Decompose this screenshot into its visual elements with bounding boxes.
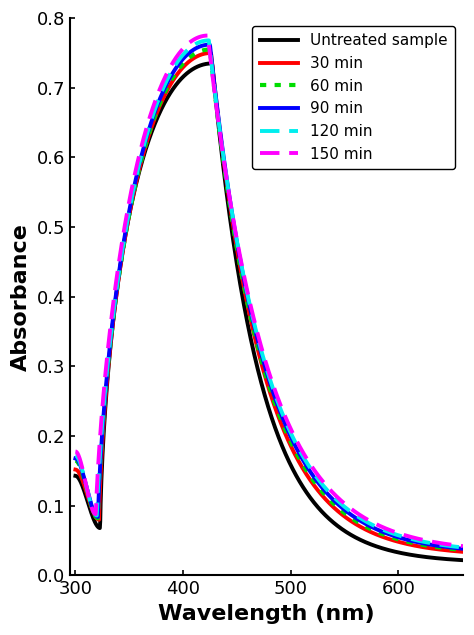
Untreated sample [375, 543, 381, 551]
30 min [460, 548, 466, 556]
Line: 120 min: 120 min [75, 41, 463, 547]
Untreated sample [339, 525, 345, 533]
60 min [112, 301, 118, 309]
60 min [382, 531, 388, 539]
30 min [208, 49, 214, 57]
90 min [112, 298, 118, 305]
120 min [460, 544, 466, 551]
Untreated sample [229, 232, 235, 239]
120 min [339, 501, 345, 509]
30 min [112, 302, 118, 310]
30 min [382, 534, 388, 542]
90 min [382, 529, 388, 537]
90 min [460, 545, 466, 552]
Line: 30 min: 30 min [75, 53, 463, 552]
Untreated sample [112, 302, 118, 310]
150 min [375, 521, 381, 529]
Legend: Untreated sample, 30 min, 60 min, 90 min, 120 min, 150 min: Untreated sample, 30 min, 60 min, 90 min… [252, 26, 455, 169]
90 min [339, 504, 345, 511]
X-axis label: Wavelength (nm): Wavelength (nm) [158, 604, 375, 624]
Untreated sample [382, 545, 388, 553]
120 min [73, 452, 78, 460]
Line: Untreated sample: Untreated sample [75, 64, 463, 560]
150 min [382, 525, 388, 532]
120 min [112, 297, 118, 305]
60 min [339, 507, 345, 515]
60 min [229, 218, 235, 226]
30 min [73, 465, 78, 473]
90 min [207, 41, 212, 48]
150 min [460, 542, 466, 550]
Untreated sample [460, 556, 466, 564]
150 min [205, 32, 210, 39]
90 min [229, 212, 235, 220]
30 min [244, 296, 249, 304]
120 min [229, 212, 235, 220]
90 min [244, 288, 249, 295]
90 min [375, 526, 381, 533]
Untreated sample [244, 314, 249, 322]
60 min [375, 528, 381, 536]
60 min [460, 546, 466, 554]
Line: 90 min: 90 min [75, 44, 463, 549]
30 min [229, 218, 235, 225]
Untreated sample [73, 472, 78, 479]
60 min [207, 46, 212, 53]
150 min [244, 283, 249, 291]
150 min [112, 286, 118, 294]
Untreated sample [209, 60, 215, 67]
120 min [206, 37, 212, 44]
Line: 60 min: 60 min [75, 50, 463, 550]
150 min [73, 448, 78, 455]
30 min [375, 531, 381, 539]
150 min [339, 497, 345, 505]
30 min [339, 511, 345, 518]
Line: 150 min: 150 min [75, 36, 463, 546]
90 min [73, 455, 78, 462]
150 min [229, 211, 235, 218]
60 min [244, 295, 249, 302]
Y-axis label: Absorbance: Absorbance [11, 223, 31, 371]
60 min [73, 457, 78, 464]
120 min [244, 286, 249, 293]
120 min [382, 526, 388, 534]
120 min [375, 524, 381, 531]
